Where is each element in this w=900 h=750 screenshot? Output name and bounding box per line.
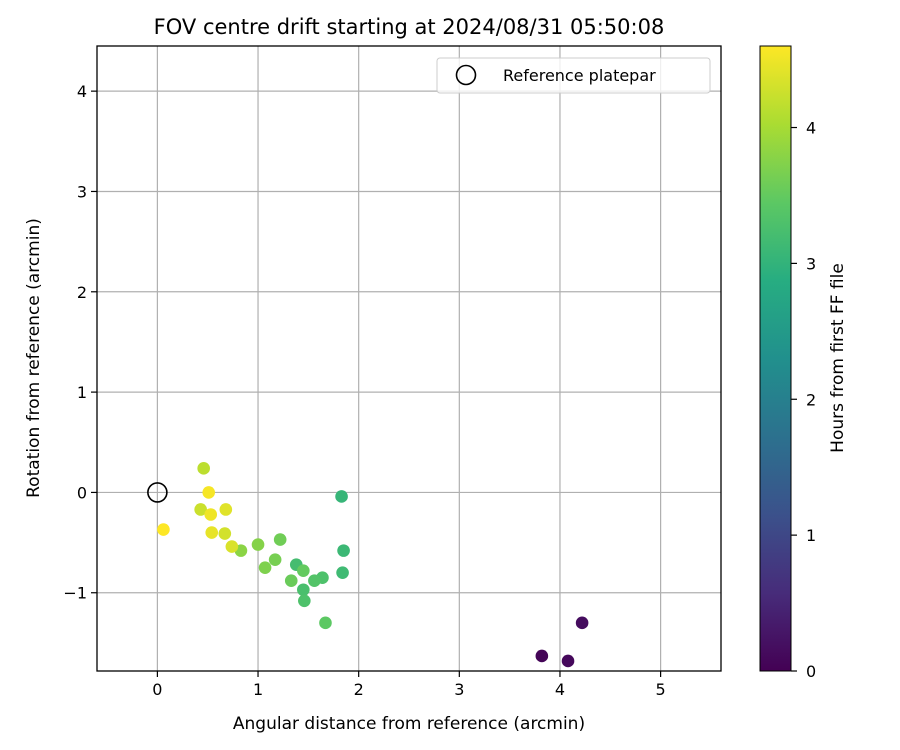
- x-tick-label: 5: [656, 680, 666, 699]
- data-point: [258, 561, 272, 574]
- legend: Reference platepar: [436, 57, 711, 94]
- axis-ticks: 0 1 2 3 4 5 −1 0 1 2 3 4: [63, 82, 665, 699]
- data-point: [197, 462, 210, 475]
- y-tick-label: 1: [77, 383, 87, 402]
- data-points: [157, 462, 589, 668]
- y-tick-label: 4: [77, 82, 87, 101]
- grid: [97, 46, 721, 671]
- data-point: [337, 544, 350, 557]
- colorbar-tick-label: 0: [806, 662, 816, 681]
- colorbar-ticks: 0 1 2 3 4: [791, 119, 816, 681]
- colorbar: 0 1 2 3 4 Hours from first FF file: [759, 45, 848, 681]
- colorbar-tick-label: 2: [806, 390, 816, 409]
- x-tick-label: 2: [354, 680, 364, 699]
- data-point: [205, 526, 219, 539]
- data-point: [273, 533, 287, 546]
- data-point: [251, 538, 265, 551]
- data-point: [225, 540, 239, 553]
- legend-entry-reference: Reference platepar: [503, 66, 656, 85]
- colorbar-tick-label: 1: [806, 526, 816, 545]
- y-tick-label: 3: [77, 182, 87, 201]
- data-point: [308, 574, 321, 588]
- data-point: [561, 654, 575, 668]
- legend-box: [436, 57, 711, 94]
- data-point: [335, 490, 348, 503]
- data-point: [284, 574, 298, 588]
- chart-title: FOV centre drift starting at 2024/08/31 …: [154, 15, 665, 39]
- colorbar-label: Hours from first FF file: [828, 263, 848, 453]
- data-point: [194, 503, 207, 516]
- y-tick-label: −1: [63, 584, 87, 603]
- y-tick-label: 2: [77, 283, 87, 302]
- data-point: [575, 616, 589, 630]
- colorbar-tick-label: 3: [806, 254, 816, 273]
- reference-platepar-marker: [147, 482, 168, 503]
- data-point: [336, 566, 349, 579]
- x-tick-label: 4: [555, 680, 565, 699]
- data-point: [319, 616, 332, 630]
- data-point: [218, 527, 232, 540]
- x-tick-label: 3: [454, 680, 464, 699]
- data-point: [298, 594, 311, 608]
- data-point: [202, 486, 216, 499]
- x-tick-label: 1: [253, 680, 263, 699]
- legend-reference-marker: [455, 64, 477, 86]
- data-point: [157, 523, 170, 536]
- data-point: [535, 649, 549, 663]
- data-point: [297, 583, 310, 597]
- x-axis-label: Angular distance from reference (arcmin): [233, 714, 585, 734]
- data-point: [268, 553, 282, 566]
- colorbar-gradient: [759, 45, 792, 672]
- x-tick-label: 0: [152, 680, 162, 699]
- y-axis-label: Rotation from reference (arcmin): [24, 218, 44, 498]
- data-point: [297, 564, 310, 577]
- data-point: [219, 503, 233, 516]
- plot-frame: [96, 45, 722, 672]
- y-tick-label: 0: [77, 483, 87, 502]
- colorbar-tick-label: 4: [806, 119, 816, 138]
- data-point: [204, 508, 218, 521]
